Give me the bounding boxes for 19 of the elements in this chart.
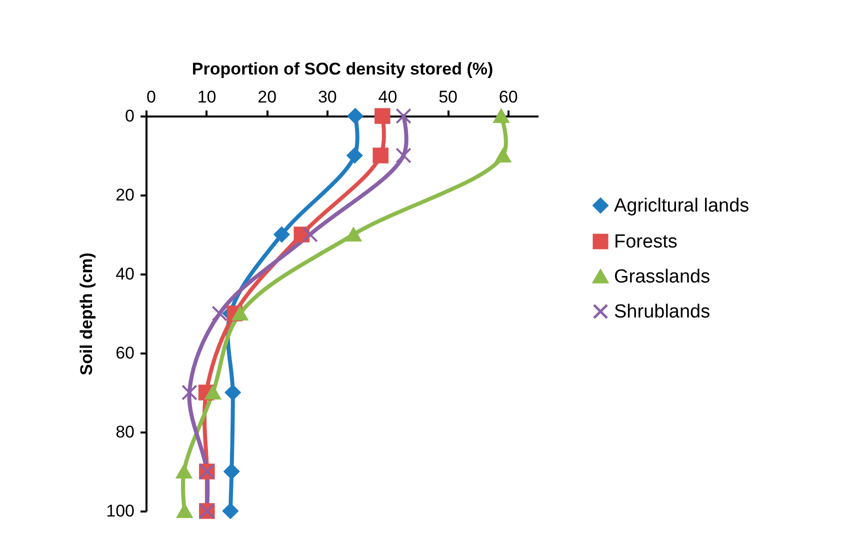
- y-tick-label: 40: [116, 264, 134, 284]
- legend-label: Grasslands: [614, 266, 710, 288]
- y-tick-label: 60: [116, 344, 134, 362]
- x-tick-label: 30: [318, 88, 337, 106]
- x-tick-label: 20: [258, 88, 277, 106]
- x-tick-label: 40: [378, 88, 398, 106]
- y-tick-label: 100: [106, 502, 134, 520]
- x-axis-title: Proportion of SOC density stored (%): [192, 60, 494, 78]
- legend-label: Shrublands: [614, 302, 710, 322]
- x-tick-label: 50: [438, 88, 458, 106]
- x-tick-label: 60: [498, 88, 518, 106]
- legend-label: Forests: [614, 232, 678, 252]
- x-tick-label: 10: [197, 88, 216, 106]
- legend-label: Agricltural lands: [614, 196, 750, 216]
- y-tick-label: 80: [116, 422, 134, 442]
- y-axis-title: Soil depth (cm): [77, 252, 96, 376]
- y-tick-label: 20: [116, 186, 134, 204]
- x-tick-label: 0: [146, 88, 156, 106]
- y-tick-label: 0: [125, 106, 134, 126]
